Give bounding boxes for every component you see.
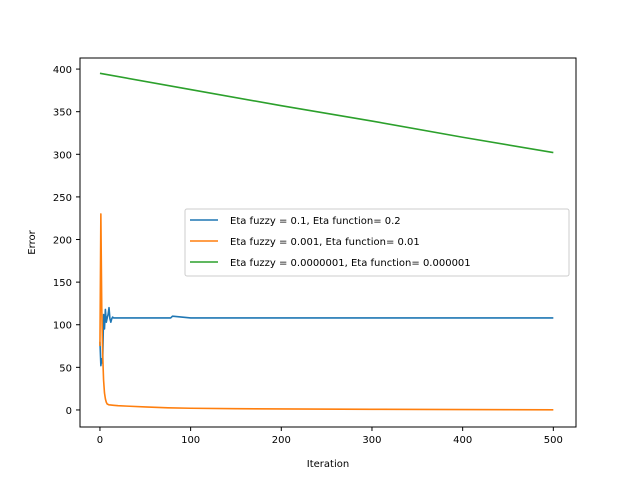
legend-box — [184, 208, 570, 277]
plot-area-frame — [79, 57, 577, 428]
legend: Eta fuzzy = 0.1, Eta function= 0.2 Eta fu… — [184, 208, 570, 277]
y-axis-label: Error — [27, 229, 38, 254]
y-tick-label: 50 — [59, 363, 72, 374]
y-tick-label: 250 — [53, 193, 72, 204]
y-tick-label: 150 — [53, 278, 72, 289]
x-tick-label: 300 — [362, 435, 381, 446]
y-tick-label: 300 — [53, 150, 72, 161]
x-tick-label: 400 — [453, 435, 472, 446]
legend-label-2: Eta fuzzy = 0.001, Eta function= 0.01 — [230, 237, 420, 248]
legend-label-1: Eta fuzzy = 0.1, Eta function= 0.2 — [230, 216, 401, 227]
series-line-3 — [99, 72, 554, 154]
x-tick-label: 500 — [544, 435, 563, 446]
y-tick-label: 100 — [53, 321, 72, 332]
legend-label-3: Eta fuzzy = 0.0000001, Eta function= 0.0… — [230, 258, 471, 269]
y-tick-label: 200 — [53, 236, 72, 247]
x-axis-label: Iteration — [307, 459, 349, 470]
x-tick-label: 100 — [181, 435, 200, 446]
x-tick-label: 0 — [97, 435, 103, 446]
series-line-1 — [99, 306, 554, 367]
x-tick-label: 200 — [272, 435, 291, 446]
y-tick-label: 350 — [53, 108, 72, 119]
series-line-2 — [99, 213, 554, 411]
y-tick-label: 400 — [53, 65, 72, 76]
y-tick-label: 0 — [66, 406, 72, 417]
